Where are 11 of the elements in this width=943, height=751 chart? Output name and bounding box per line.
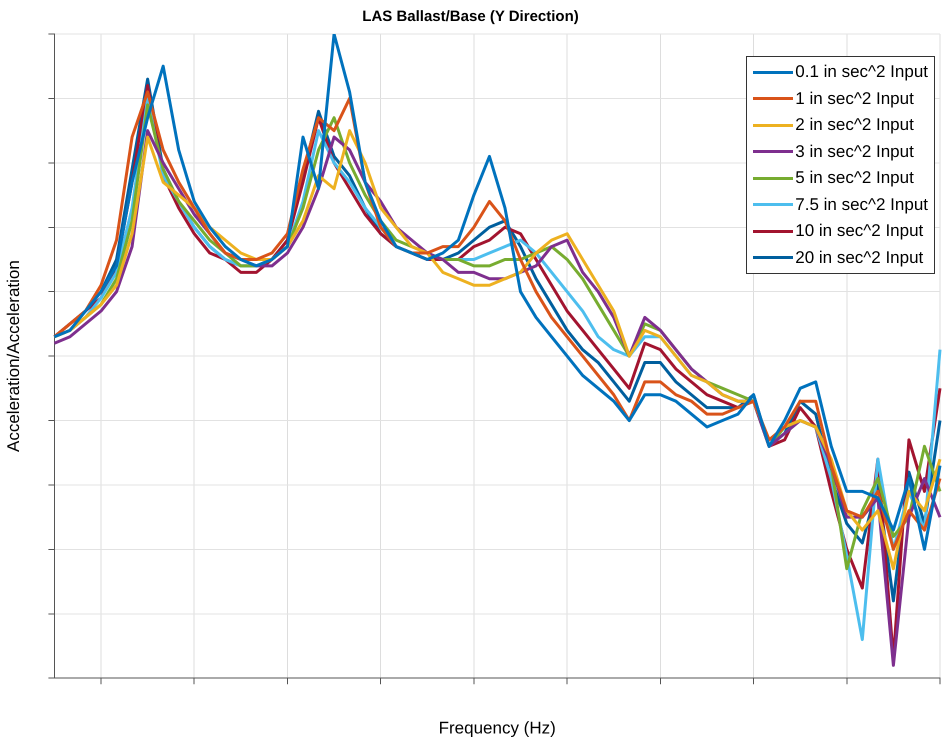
legend-label: 7.5 in sec^2 Input (795, 194, 928, 216)
legend-label: 5 in sec^2 Input (795, 167, 914, 189)
legend-label: 1 in sec^2 Input (795, 88, 914, 110)
legend-label: 2 in sec^2 Input (795, 114, 914, 136)
legend-label: 0.1 in sec^2 Input (795, 61, 928, 83)
chart-title: LAS Ballast/Base (Y Direction) (362, 8, 579, 26)
legend-label: 10 in sec^2 Input (795, 220, 924, 242)
x-axis-title: Frequency (Hz) (438, 718, 556, 738)
legend-label: 20 in sec^2 Input (795, 246, 924, 268)
y-axis-title: Acceleration/Acceleration (4, 260, 23, 452)
legend-label: 3 in sec^2 Input (795, 140, 914, 162)
